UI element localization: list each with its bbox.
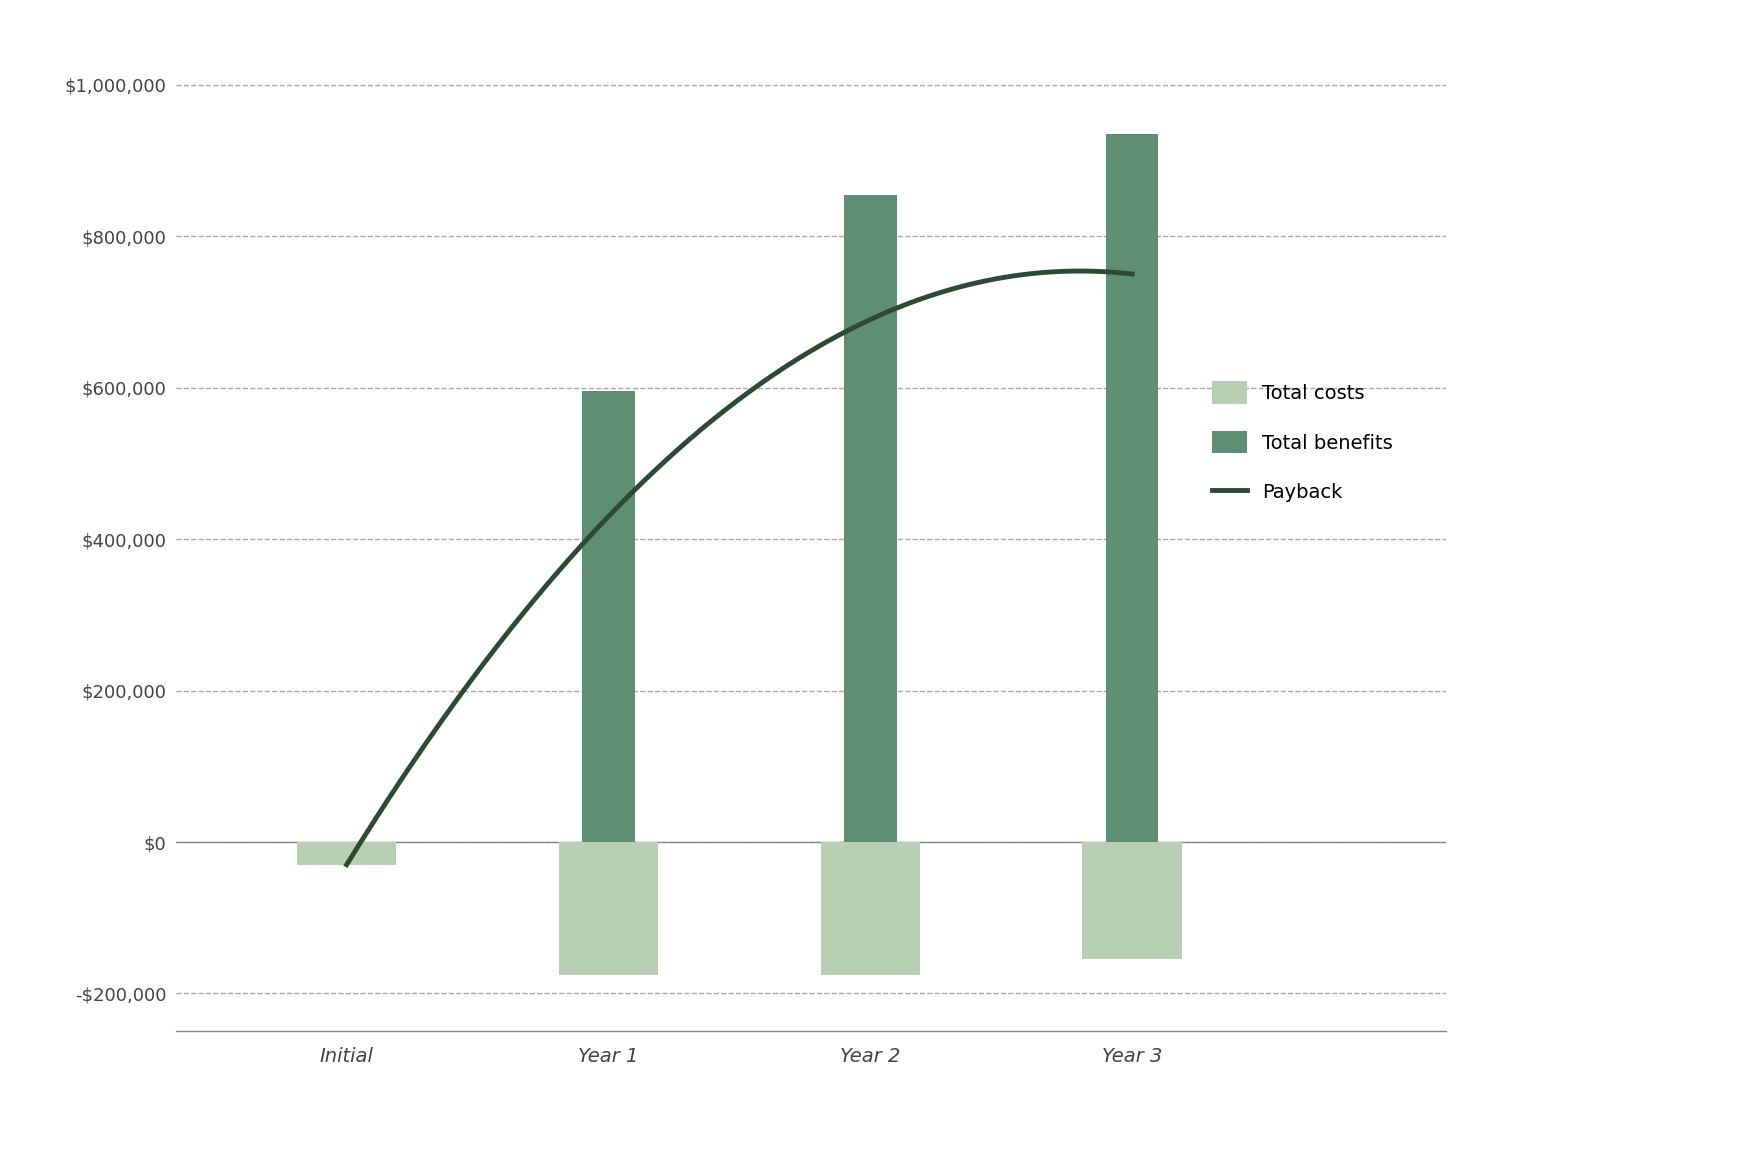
Bar <box>296 841 397 865</box>
Legend: Total costs, Total benefits, Payback: Total costs, Total benefits, Payback <box>1203 372 1402 513</box>
Bar <box>820 841 921 975</box>
Bar <box>1083 841 1182 960</box>
Bar <box>582 391 635 841</box>
Bar <box>845 195 896 841</box>
Bar <box>559 841 658 975</box>
Bar <box>1106 134 1159 841</box>
